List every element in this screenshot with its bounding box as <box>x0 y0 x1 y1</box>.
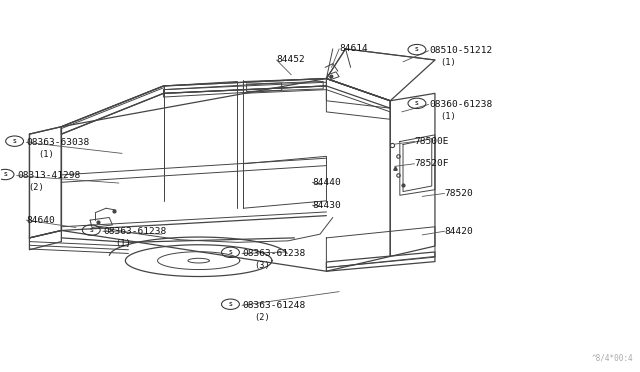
Text: 84420: 84420 <box>445 227 473 236</box>
Text: 84640: 84640 <box>26 216 55 225</box>
Text: 08510-51212: 08510-51212 <box>429 46 492 55</box>
Text: S: S <box>3 172 7 177</box>
Text: (1): (1) <box>38 150 54 158</box>
Text: (2): (2) <box>29 183 44 192</box>
Text: 08363-61248: 08363-61248 <box>243 301 306 310</box>
Text: 08360-61238: 08360-61238 <box>429 100 492 109</box>
Text: 84614: 84614 <box>339 44 368 53</box>
Text: 08363-61238: 08363-61238 <box>243 249 306 258</box>
Text: 78500E: 78500E <box>415 137 449 146</box>
Text: S: S <box>415 101 419 106</box>
Text: 78520: 78520 <box>445 189 473 198</box>
Text: (2): (2) <box>254 313 270 322</box>
Text: (1): (1) <box>440 112 456 121</box>
Text: 84440: 84440 <box>312 178 341 187</box>
Text: S: S <box>228 250 232 255</box>
Text: (3): (3) <box>254 261 270 270</box>
Text: 78520F: 78520F <box>415 159 449 168</box>
Text: 08313-41298: 08313-41298 <box>17 171 81 180</box>
Text: S: S <box>90 228 93 232</box>
Text: 84430: 84430 <box>312 201 341 210</box>
Text: S: S <box>13 139 17 144</box>
Text: (1): (1) <box>440 58 456 67</box>
Text: 84452: 84452 <box>276 55 305 64</box>
Text: ^8/4*00:4: ^8/4*00:4 <box>591 353 633 362</box>
Text: 08363-63038: 08363-63038 <box>27 138 90 147</box>
Text: (1): (1) <box>115 238 131 248</box>
Text: S: S <box>228 302 232 307</box>
Text: 08363-61238: 08363-61238 <box>104 227 166 236</box>
Text: S: S <box>415 47 419 52</box>
